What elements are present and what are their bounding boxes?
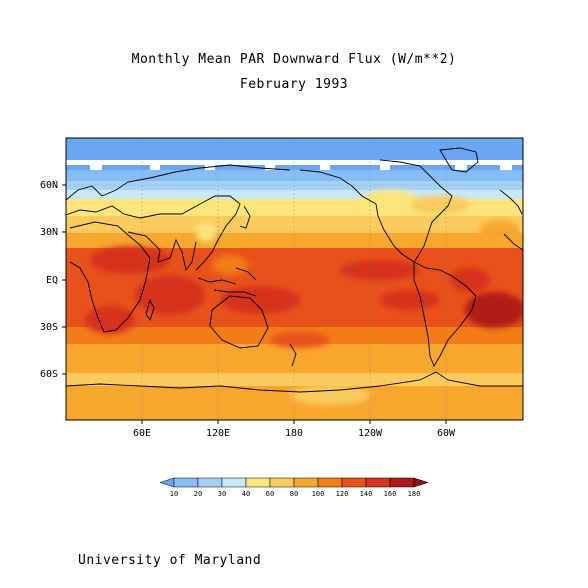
axis-ticks xyxy=(62,184,447,424)
colorbar-label: 160 xyxy=(384,490,397,498)
colorbar-segment xyxy=(245,477,271,488)
colorbar-label: 10 xyxy=(170,490,178,498)
colorbar-label: 140 xyxy=(360,490,373,498)
band-30n xyxy=(66,216,523,234)
lon-label-60w: 60W xyxy=(437,428,456,439)
colorbar-segment xyxy=(269,477,295,488)
flux-field xyxy=(66,138,523,420)
colorbar-segment xyxy=(365,477,391,488)
colorbar-segment xyxy=(197,477,223,488)
credit-text: University of Maryland xyxy=(78,553,262,568)
colorbar-segment xyxy=(317,477,343,488)
band-polar-north xyxy=(66,138,523,158)
colorbar-label: 180 xyxy=(408,490,421,498)
map-title: Monthly Mean PAR Downward Flux (W/m**2) xyxy=(131,52,457,67)
colorbar-label: 100 xyxy=(312,490,325,498)
lat-label-60s: 60S xyxy=(40,369,58,380)
band-55n xyxy=(66,181,523,191)
band-60n xyxy=(66,170,523,182)
colorbar-label: 80 xyxy=(290,490,298,498)
colorbar-segment xyxy=(293,477,319,488)
lon-label-60e: 60E xyxy=(133,428,151,439)
colorbar-label: 120 xyxy=(336,490,349,498)
band-62s xyxy=(66,373,523,387)
colorbar-segment xyxy=(389,477,415,488)
colorbar-segment xyxy=(159,477,175,488)
lat-label-30n: 30N xyxy=(40,227,58,238)
lat-label-eq: EQ xyxy=(46,275,58,286)
band-20n xyxy=(66,233,523,249)
lat-label-30s: 30S xyxy=(40,322,58,333)
colorbar-segment xyxy=(221,477,247,488)
colorbar-segment xyxy=(173,477,199,488)
missing-data-strip xyxy=(66,160,523,170)
lon-label-180: 180 xyxy=(285,428,303,439)
lon-label-120w: 120W xyxy=(358,428,383,439)
colorbar-segment xyxy=(341,477,367,488)
map-subtitle: February 1993 xyxy=(239,77,349,92)
band-50n xyxy=(66,190,523,200)
colorbar-label: 20 xyxy=(194,490,202,498)
colorbar-segment xyxy=(413,477,429,488)
colorbar-label: 60 xyxy=(266,490,274,498)
colorbar-label: 30 xyxy=(218,490,226,498)
colorbar: 10 20 30 40 60 80 100 120 140 160 180 xyxy=(159,477,429,498)
colorbar-label: 40 xyxy=(242,490,250,498)
lat-label-60n: 60N xyxy=(40,180,58,191)
graticule xyxy=(66,138,523,420)
lon-label-120e: 120E xyxy=(206,428,230,439)
